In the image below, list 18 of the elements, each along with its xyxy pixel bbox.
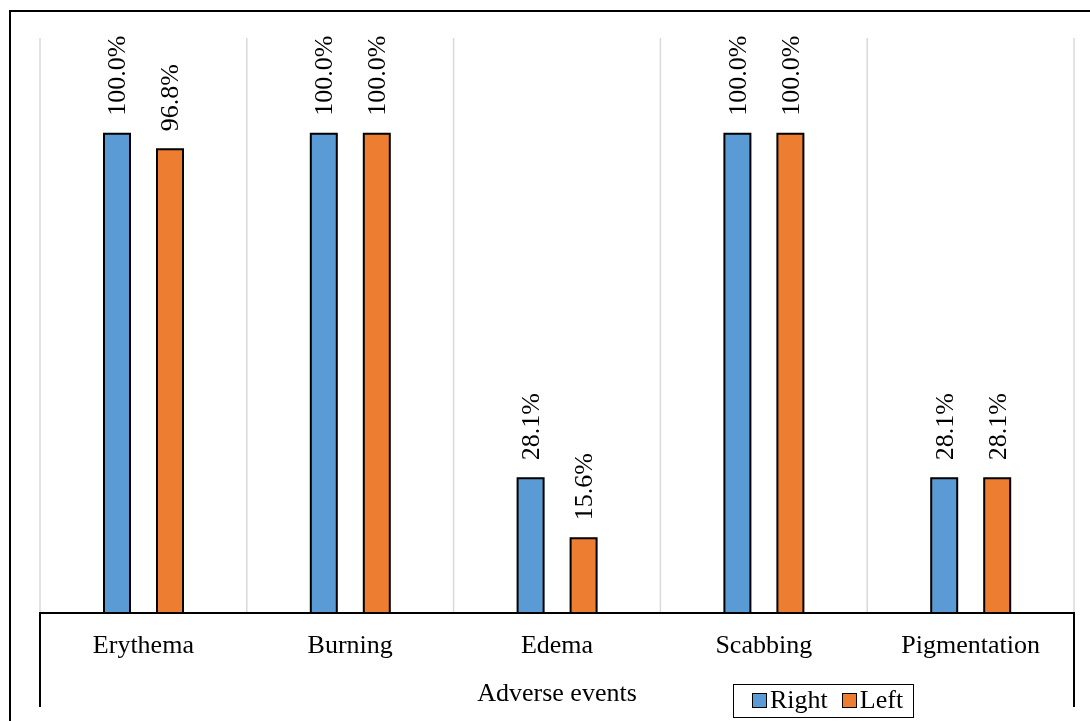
x-tick-label: Pigmentation [901,630,1040,660]
data-label: 100.0% [102,35,132,116]
data-label: 15.6% [569,453,599,521]
x-axis-title: Adverse events [477,678,637,707]
data-label: 100.0% [722,35,752,116]
data-label: 100.0% [309,35,339,116]
data-label: 100.0% [362,35,392,116]
x-tick-label: Erythema [92,630,195,660]
x-tick-label: Edema [520,630,594,660]
x-tick-label: Burning [307,630,393,660]
data-label: 28.1% [516,393,546,461]
legend-label: Right [770,685,828,715]
data-label: 28.1% [982,393,1012,461]
data-label: 96.8% [155,63,185,132]
x-tick-label: Scabbing [715,630,813,660]
data-label: 28.1% [929,393,959,461]
legend-label: Left [859,685,904,715]
data-label: 100.0% [775,35,805,116]
